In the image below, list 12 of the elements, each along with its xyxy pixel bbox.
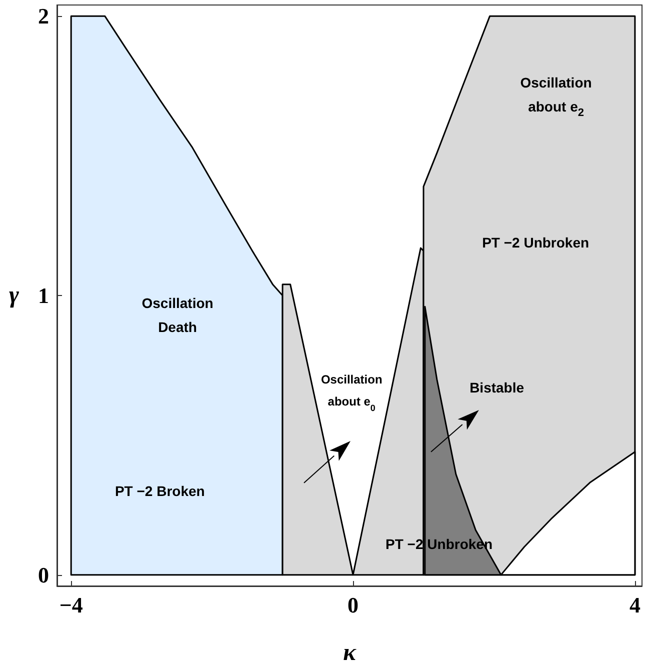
y-tick-label: 1: [38, 283, 49, 308]
annotation: PT −2 Unbroken: [482, 234, 590, 250]
annotation: Oscillation Death: [142, 295, 214, 336]
x-tick-label: 4: [629, 592, 640, 618]
y-tick-label: 0: [38, 562, 49, 588]
annotation: PT −2 Broken: [114, 483, 205, 500]
x-tick-label: 0: [348, 592, 359, 618]
y-axis-title: γ: [9, 282, 20, 308]
y-tick-label: 2: [38, 4, 49, 29]
annotation: Bistable: [470, 380, 524, 396]
x-axis-title: κ: [343, 640, 358, 666]
x-tick-label: −4: [59, 592, 83, 618]
